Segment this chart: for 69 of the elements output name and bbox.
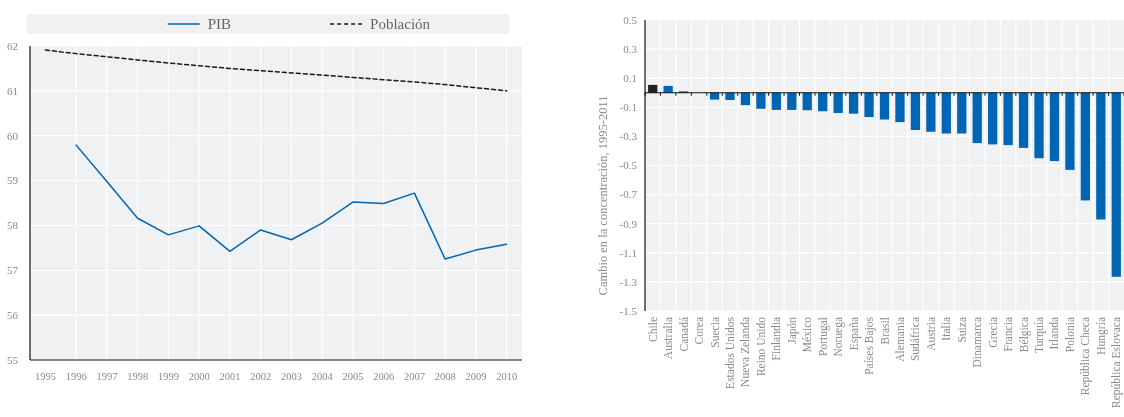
x-tick-label: 1999 [157, 371, 179, 382]
y-tick-label: -0.5 [619, 159, 638, 172]
y-tick-label: 61 [7, 84, 18, 97]
x-tick-label: Francia [1002, 317, 1015, 352]
y-tick-label: -1.1 [619, 246, 637, 259]
x-tick-label: 2009 [465, 371, 487, 382]
x-tick-label: 2010 [496, 371, 518, 382]
y-tick-label: -0.7 [619, 188, 638, 201]
y-tick-label: 0.1 [623, 72, 637, 85]
x-tick-label: Portugal [816, 317, 830, 356]
x-tick-label: Nueva Zelanda [739, 317, 752, 387]
y-tick-label: -1.3 [619, 275, 638, 288]
x-tick-label: Grecia [986, 317, 999, 348]
y-tick-label: -0.3 [619, 130, 638, 143]
x-tick-label: Reino Unido [754, 316, 767, 377]
y-tick-label: -0.9 [619, 217, 638, 230]
y-tick-label: 56 [7, 308, 19, 321]
y-tick-label: 62 [7, 39, 18, 52]
legend-label: PIB [207, 16, 232, 33]
x-tick-label: 2004 [311, 371, 334, 382]
x-tick-label: República Checa [1079, 317, 1093, 396]
x-tick-label: Austria [924, 317, 937, 351]
x-tick-label: Chile [646, 317, 659, 342]
x-tick-label: 2005 [342, 371, 364, 382]
x-tick-label: Hungría [1094, 317, 1108, 355]
y-tick-label: -1.5 [619, 304, 638, 317]
x-tick-label: 1996 [65, 371, 87, 382]
x-tick-label: 2003 [280, 371, 302, 382]
x-tick-label: República Eslovaca [1110, 317, 1124, 409]
x-tick-label: Polonia [1063, 317, 1076, 353]
x-tick-label: 1998 [127, 371, 149, 382]
x-tick-label: Estados Unidos [723, 316, 736, 389]
x-tick-label: Japón [785, 316, 799, 344]
x-tick-label: 2006 [373, 371, 395, 382]
x-tick-label: Corea [693, 317, 706, 345]
x-tick-label: 2008 [434, 371, 456, 382]
x-tick-label: 1995 [34, 371, 56, 382]
x-tick-label: 2002 [250, 371, 272, 382]
y-tick-label: 58 [7, 219, 19, 232]
x-tick-label: Noruega [832, 317, 846, 357]
x-tick-label: Turquía [1033, 317, 1047, 353]
x-tick-label: Suiza [955, 317, 968, 343]
x-tick-label: Alemania [893, 317, 906, 362]
x-tick-label: 2007 [403, 371, 425, 382]
x-tick-label: Dinamarca [971, 317, 984, 368]
y-tick-label: 59 [7, 174, 19, 187]
legend-label: Población [370, 16, 431, 33]
y-tick-label: 60 [7, 129, 19, 142]
y-axis-title: Cambio en la concentración, 1995-2011 [596, 95, 610, 296]
x-tick-label: Australia [662, 317, 675, 360]
x-tick-label: España [847, 317, 861, 351]
x-tick-label: México [801, 316, 814, 353]
x-tick-label: Países Bajos [863, 316, 877, 375]
x-tick-label: 2001 [219, 371, 241, 382]
x-tick-label: Sudáfrica [909, 317, 922, 362]
y-tick-label: 55 [7, 353, 19, 366]
x-tick-label: Irlanda [1048, 317, 1061, 350]
x-tick-label: Finlandia [770, 317, 783, 361]
y-tick-label: 0.5 [623, 13, 638, 26]
x-tick-label: Canadá [677, 317, 690, 352]
y-tick-label: 57 [7, 264, 19, 277]
x-tick-label: Brasil [878, 317, 891, 345]
x-tick-label: Italia [940, 317, 953, 341]
y-tick-label: -0.1 [619, 101, 637, 114]
x-tick-label: 2000 [188, 371, 210, 382]
y-tick-label: 0.3 [623, 42, 638, 55]
x-tick-label: Suecia [708, 317, 721, 348]
x-tick-label: Bélgica [1017, 317, 1031, 353]
x-tick-label: 1997 [96, 371, 118, 382]
